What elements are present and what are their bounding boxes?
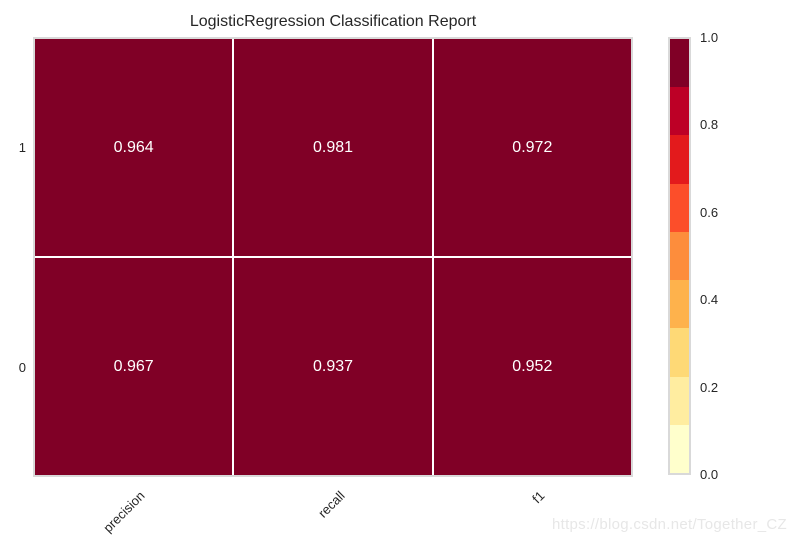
- heatmap-grid: 0.964 0.981 0.972 0.967 0.937 0.952: [33, 37, 633, 477]
- heatmap-cell-0-recall: 0.937: [234, 258, 432, 475]
- heatmap-cell-0-precision: 0.967: [35, 258, 233, 475]
- colorbar-segment: [670, 424, 689, 473]
- watermark-text: https://blog.csdn.net/Together_CZ: [551, 516, 787, 533]
- colorbar-tick-label: 0.6: [700, 205, 719, 220]
- colorbar-segment: [670, 39, 689, 88]
- colorbar-segment: [670, 135, 689, 184]
- heatmap-cell-1-precision: 0.964: [35, 39, 233, 256]
- colorbar: [668, 37, 691, 475]
- colorbar-segment: [670, 376, 689, 425]
- heatmap-cell-0-f1: 0.952: [433, 258, 631, 475]
- colorbar-segment: [670, 231, 689, 281]
- x-tick-label-recall: recall: [315, 488, 348, 521]
- x-tick-label-precision: precision: [100, 488, 148, 536]
- y-tick-label-class-0: 0: [18, 360, 26, 375]
- colorbar-segment: [670, 183, 689, 232]
- colorbar-segment: [670, 328, 689, 377]
- x-tick-label-f1: f1: [529, 488, 548, 507]
- colorbar-tick-label: 0.8: [700, 117, 719, 132]
- heatmap-cell-1-recall: 0.981: [234, 39, 432, 256]
- y-tick-label-class-1: 1: [18, 140, 26, 155]
- colorbar-tick-label: 1.0: [700, 30, 719, 45]
- colorbar-segment: [670, 87, 689, 136]
- colorbar-tick-label: 0.2: [700, 380, 719, 395]
- colorbar-segment: [670, 280, 689, 329]
- colorbar-tick-label: 0.0: [700, 467, 719, 482]
- colorbar-tick-label: 0.4: [700, 292, 719, 307]
- heatmap-cell-1-f1: 0.972: [433, 39, 631, 256]
- chart-title: LogisticRegression Classification Report: [189, 13, 477, 30]
